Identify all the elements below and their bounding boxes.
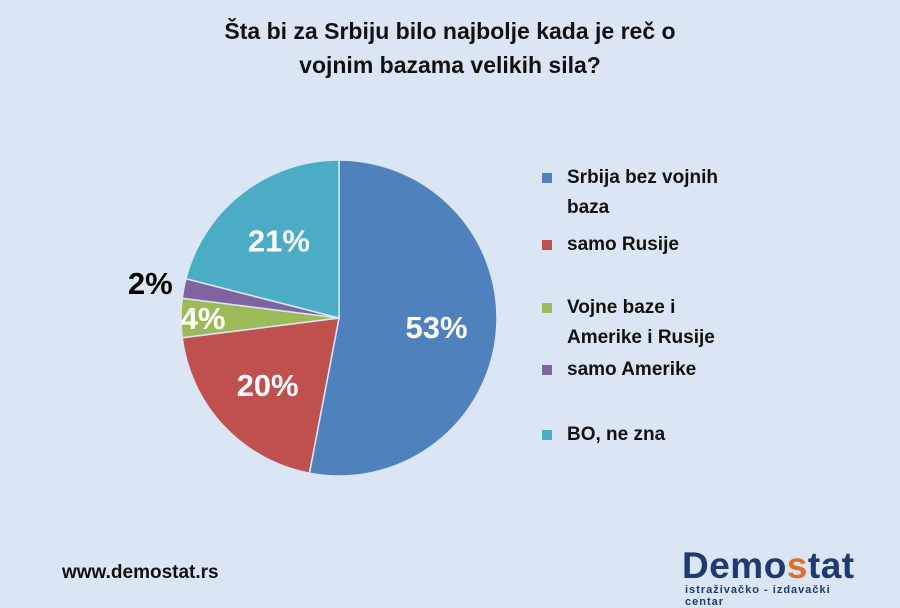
legend-label: samo Amerike xyxy=(567,359,697,380)
legend-item-samo-rusije: samo Rusije xyxy=(542,230,802,260)
data-label-vojne-baze-i-amerike-i-rusije: 4% xyxy=(181,301,226,336)
legend-item-samo-amerike: samo Amerike xyxy=(542,355,802,385)
pie-slice-srbija-bez-vojnih-baza xyxy=(308,159,498,477)
data-label-bo-ne-zna: 21% xyxy=(248,224,310,259)
logo-wordmark: Demostat xyxy=(682,545,855,586)
legend-label: baza xyxy=(567,197,610,218)
pie-slice-bo-ne-zna xyxy=(185,159,340,319)
chart-title: Šta bi za Srbiju bilo najbolje kada je r… xyxy=(0,14,900,82)
pie-slice-samo-rusije xyxy=(181,317,340,475)
legend-swatch xyxy=(542,430,552,440)
data-label-samo-amerike: 2% xyxy=(128,266,173,301)
legend-label: Srbija bez vojnih xyxy=(567,167,718,188)
legend-item-srbija-bez-vojnih-baza: Srbija bez vojnih baza xyxy=(542,163,802,223)
website-url: www.demostat.rs xyxy=(62,562,219,583)
legend-label: Vojne baze i xyxy=(567,297,676,318)
data-label-samo-rusije: 20% xyxy=(237,368,299,403)
legend-label: samo Rusije xyxy=(567,234,679,255)
chart-title-line-1: Šta bi za Srbiju bilo najbolje kada je r… xyxy=(224,18,676,44)
legend-label: BO, ne zna xyxy=(567,424,666,445)
demostat-logo: Demostat istraživačko - izdavački centar xyxy=(682,546,857,608)
chart-title-line-2: vojnim bazama velikih sila? xyxy=(299,52,601,78)
legend-item-vojne-baze-i-amerike-i-rusije: Vojne baze i Amerike i Rusije xyxy=(542,293,802,353)
legend-swatch xyxy=(542,303,552,313)
logo-subtitle: istraživačko - izdavački centar xyxy=(685,584,831,608)
data-label-srbija-bez-vojnih-baza: 53% xyxy=(406,310,468,345)
legend-swatch xyxy=(542,173,552,183)
legend-swatch xyxy=(542,365,552,375)
legend-item-bo-ne-zna: BO, ne zna xyxy=(542,420,802,450)
legend-label: Amerike i Rusije xyxy=(567,327,715,348)
legend-swatch xyxy=(542,240,552,250)
